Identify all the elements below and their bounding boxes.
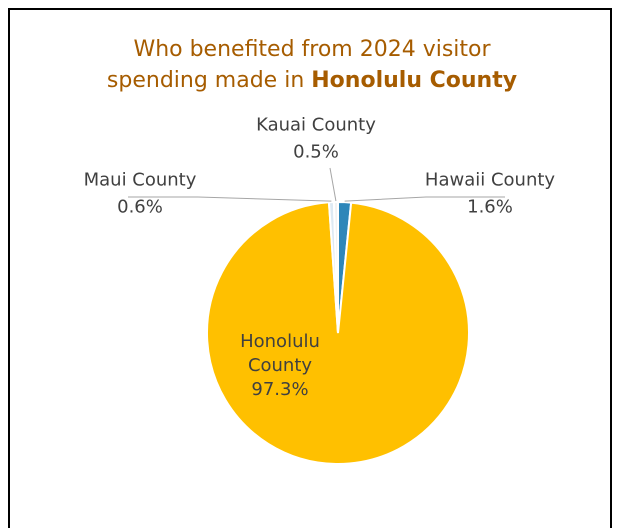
leader-line-maui-county (128, 196, 332, 202)
data-label-value-maui-county: 0.6% (117, 197, 163, 218)
chart-title-line1: Who benefited from 2024 visitor (133, 37, 491, 62)
data-label-value-honolulu-county: 97.3% (251, 379, 308, 400)
chart-title-prefix: spending made in (106, 68, 312, 93)
data-label-name-kauai-county: Kauai County (256, 115, 376, 136)
chart-title-bold: Honolulu County (311, 68, 518, 93)
leader-line-hawaii-county (344, 196, 505, 202)
data-label-value-hawaii-county: 1.6% (467, 197, 513, 218)
pie-chart: Hawaii County 1.6% Honolulu County 97.3% Maui… (84, 115, 555, 465)
chart-title-line2: spending made in Honolulu County (10, 65, 614, 96)
data-label-name-honolulu-county: County (248, 355, 312, 376)
pie-slice-honolulu-county (206, 201, 470, 465)
data-label-name-honolulu-county: Honolulu (240, 331, 320, 352)
leader-line-kauai-county (329, 167, 337, 202)
data-label-name-maui-county: Maui County (84, 170, 197, 191)
pie-slice-kauai-county (332, 200, 339, 334)
data-label-value-kauai-county: 0.5% (293, 142, 339, 163)
chart-frame: Who benefited from 2024 visitor spending… (8, 8, 612, 528)
data-label-name-hawaii-county: Hawaii County (425, 170, 555, 191)
chart-title: Who benefited from 2024 visitor spending… (10, 34, 614, 96)
